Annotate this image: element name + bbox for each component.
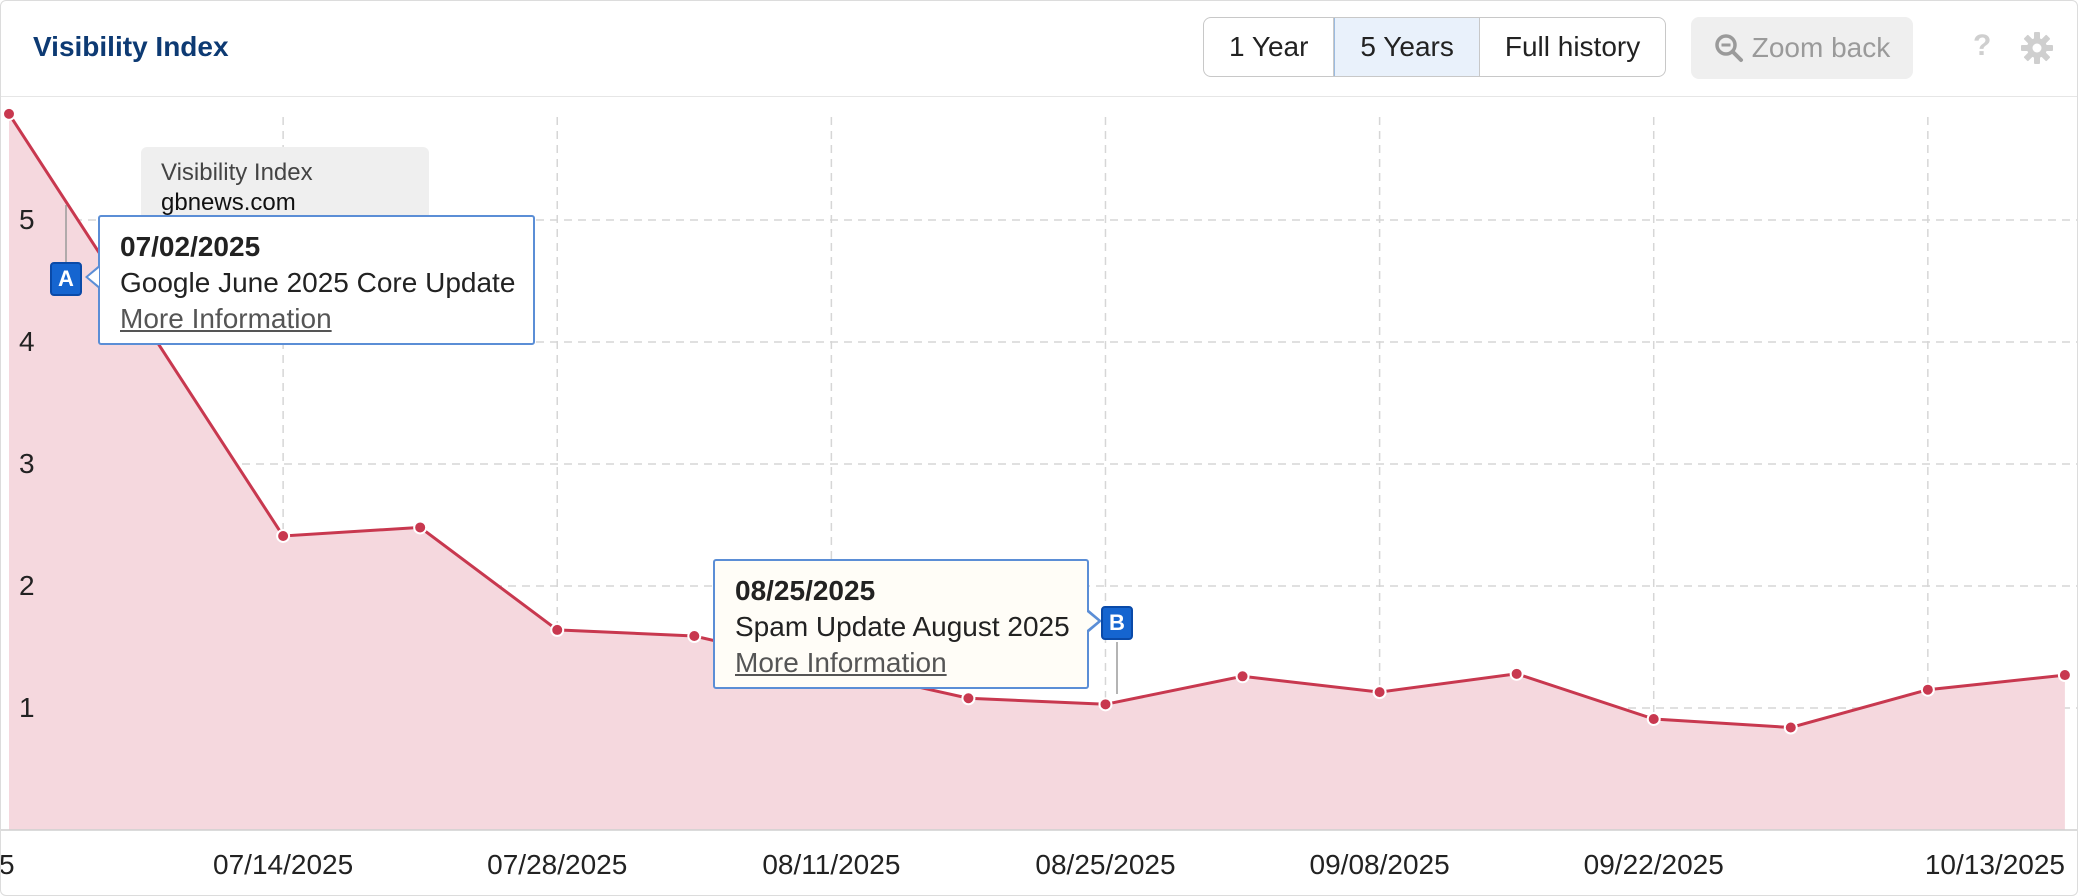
chart-header: Visibility Index 1 Year 5 Years Full his… — [1, 1, 2077, 97]
data-point — [1372, 685, 1387, 700]
event-a-date: 07/02/2025 — [120, 231, 261, 262]
chart-title: Visibility Index — [33, 31, 229, 62]
series-area — [9, 113, 2065, 830]
event-marker-a[interactable]: A — [50, 262, 82, 296]
data-point — [276, 528, 291, 543]
x-tick-label: 09/22/2025 — [1583, 849, 1724, 880]
event-marker-b[interactable]: B — [1101, 606, 1133, 640]
x-tick-label: 08/25/2025 — [1035, 849, 1176, 880]
x-tick-label: 09/08/2025 — [1309, 849, 1450, 880]
data-point — [961, 691, 976, 706]
event-a-tooltip-pointer-fill — [88, 268, 99, 286]
data-point — [1235, 669, 1250, 684]
y-tick-label: 2 — [19, 570, 35, 601]
data-point — [1646, 711, 1661, 726]
x-tick-label: 08/11/2025 — [762, 849, 901, 880]
event-tooltip-a: 07/02/2025 Google June 2025 Core Update … — [98, 215, 535, 345]
event-b-name: Spam Update August 2025 — [735, 611, 1070, 642]
zoom-back-label: Zoom back — [1751, 32, 1891, 63]
event-a-name: Google June 2025 Core Update — [120, 267, 516, 298]
series-tooltip-metric: Visibility Index — [161, 159, 313, 186]
data-point — [1098, 697, 1113, 712]
data-point — [413, 520, 428, 535]
data-point — [2, 106, 16, 121]
magnifier-minus-icon — [1715, 34, 1743, 62]
y-tick-label: 1 — [19, 692, 35, 723]
range-1-year-button[interactable]: 1 Year — [1204, 18, 1335, 76]
x-tick-label: 07/28/2025 — [487, 849, 628, 880]
zoom-back-button[interactable]: Zoom back — [1691, 17, 1913, 79]
event-tooltip-b: 08/25/2025 Spam Update August 2025 More … — [713, 559, 1089, 689]
series-tooltip-domain: gbnews.com — [161, 189, 296, 216]
event-a-more-info-link[interactable]: More Information — [120, 303, 332, 334]
range-5-years-button[interactable]: 5 Years — [1334, 18, 1480, 76]
data-point — [1509, 666, 1524, 681]
range-full-history-button[interactable]: Full history — [1504, 31, 1641, 62]
data-point — [550, 622, 565, 637]
y-tick-label: 3 — [19, 448, 35, 479]
range-selector: 1 Year 5 Years Full history — [1203, 17, 1667, 77]
gear-icon[interactable] — [2020, 31, 2054, 65]
data-point — [687, 629, 702, 644]
data-point — [2057, 668, 2072, 683]
x-tick-label: 07/14/2025 — [213, 849, 354, 880]
event-b-more-info-link[interactable]: More Information — [735, 647, 947, 678]
help-icon[interactable]: ? — [1973, 29, 1992, 62]
data-point — [1783, 720, 1798, 735]
y-tick-label: 5 — [19, 204, 35, 235]
event-b-tooltip-pointer-fill — [1087, 612, 1098, 630]
x-tick-label: 10/13/2025 — [1924, 849, 2065, 880]
series-tooltip: Visibility Index gbnews.com — [141, 147, 429, 225]
y-tick-label: 4 — [19, 326, 35, 357]
x-tick-label: 5 — [0, 849, 15, 880]
data-point — [1920, 682, 1935, 697]
event-b-date: 08/25/2025 — [735, 575, 876, 606]
